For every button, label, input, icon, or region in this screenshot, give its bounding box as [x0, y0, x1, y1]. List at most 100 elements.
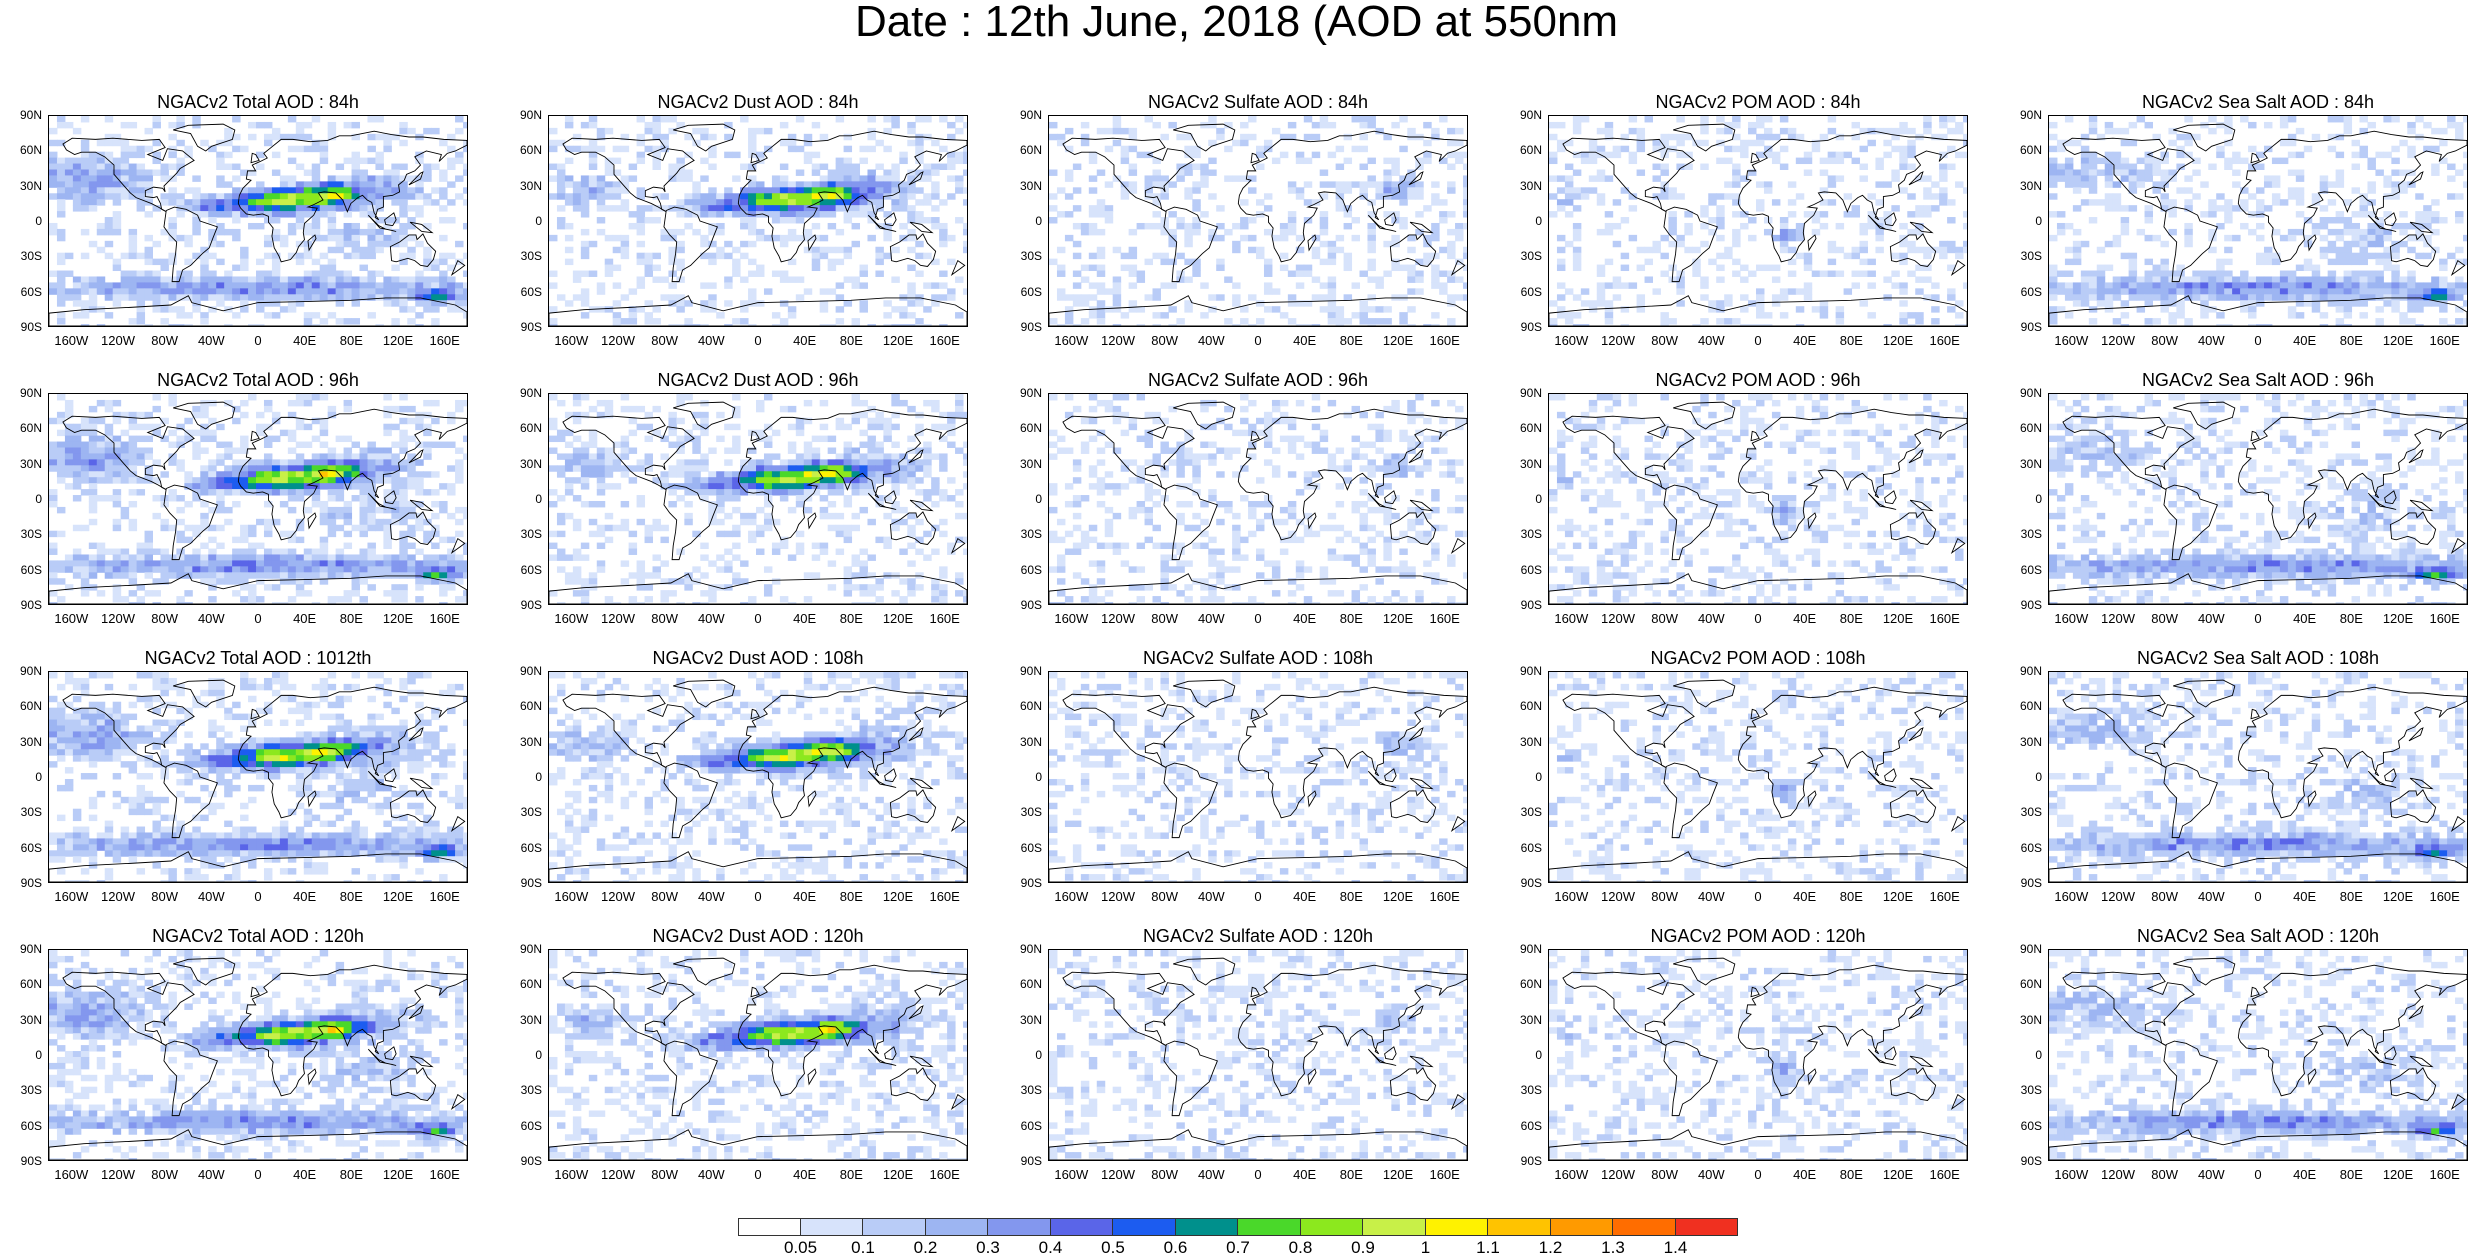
longitude-label: 40W [197, 333, 225, 348]
aod-cell [955, 411, 964, 419]
aod-cell [343, 566, 353, 573]
aod-cell [963, 228, 967, 236]
aod-cell [335, 234, 345, 242]
aod-cell [1891, 270, 1900, 277]
aod-cell [224, 205, 233, 212]
aod-cell [1184, 276, 1193, 283]
aod-cell [2303, 294, 2313, 301]
aod-cell [351, 465, 361, 472]
aod-cell [2319, 205, 2329, 212]
aod-cell [319, 157, 329, 165]
aod-cell [2279, 116, 2289, 123]
aod-cell [1423, 121, 1432, 129]
aod-cell [1572, 127, 1582, 135]
aod-cell [1923, 294, 1932, 301]
aod-cell [216, 441, 225, 448]
aod-cell [2160, 282, 2169, 289]
aod-cell [2439, 300, 2448, 307]
aod-cell [144, 127, 154, 135]
coastline-greenland [173, 123, 236, 152]
aod-cell [415, 417, 424, 425]
aod-cell [875, 411, 884, 419]
aod-cell [620, 240, 630, 248]
aod-cell [232, 228, 241, 236]
aod-cell [1899, 222, 1908, 230]
aod-cell [668, 228, 677, 236]
aod-cell [447, 157, 456, 165]
aod-cell [120, 554, 130, 561]
aod-cell [1407, 264, 1416, 272]
aod-cell [2096, 133, 2106, 141]
aod-cell [240, 399, 249, 407]
aod-cell [2407, 276, 2416, 283]
aod-cell [1700, 282, 1709, 289]
aod-cell [756, 151, 765, 159]
aod-cell [1200, 181, 1209, 188]
aod-cell [375, 518, 384, 526]
aod-cell [2248, 288, 2257, 295]
aod-cell [359, 530, 368, 538]
aod-cell [2391, 276, 2400, 283]
aod-cell [2367, 211, 2376, 218]
aod-cell [319, 181, 329, 188]
aod-cell [636, 116, 646, 123]
aod-cell [335, 187, 345, 194]
aod-cell [2463, 116, 2467, 123]
aod-cell [2447, 163, 2456, 170]
aod-cell [1748, 270, 1757, 277]
aod-cell [644, 264, 654, 272]
aod-cell [1628, 127, 1638, 135]
aod-cell [455, 596, 464, 603]
aod-cell [708, 222, 717, 230]
aod-cell [407, 566, 416, 573]
aod-cell [1120, 312, 1130, 319]
aod-cell [2104, 306, 2114, 313]
aod-cell [907, 139, 916, 147]
aod-cell [1295, 300, 1305, 307]
aod-cell [1447, 228, 1456, 236]
aod-cell [1463, 222, 1467, 230]
aod-cell [192, 405, 201, 413]
aod-cell [240, 578, 249, 585]
aod-cell [2216, 264, 2225, 272]
aod-cell [963, 199, 967, 206]
aod-cell [256, 471, 265, 478]
aod-cell [612, 205, 622, 212]
aod-cell [676, 175, 685, 182]
aod-cell [1263, 282, 1273, 289]
aod-cell [311, 566, 321, 573]
aod-cell [200, 205, 209, 212]
aod-cell [256, 518, 265, 526]
aod-cell [1572, 228, 1582, 236]
aod-cell [963, 411, 967, 419]
aod-cell [2049, 312, 2058, 319]
coastline-borneo [384, 212, 397, 227]
aod-cell [827, 288, 837, 295]
aod-cell [843, 205, 853, 212]
aod-cell [1160, 175, 1169, 182]
aod-cell [200, 542, 209, 550]
aod-cell [2271, 157, 2281, 165]
aod-cell [1216, 294, 1225, 301]
aod-cell [1463, 187, 1467, 194]
aod-cell [192, 116, 201, 123]
aod-cell [891, 169, 900, 176]
aod-cell [1955, 127, 1964, 135]
aod-cell [2319, 234, 2329, 242]
aod-cell [564, 411, 574, 419]
aod-cell [439, 252, 448, 260]
aod-cell [891, 324, 900, 326]
aod-cell [1748, 300, 1757, 307]
aod-cell [327, 465, 337, 472]
aod-cell [963, 121, 967, 129]
aod-cell [2072, 181, 2082, 188]
aod-cell [375, 560, 384, 567]
aod-cell [367, 211, 376, 218]
aod-cell [303, 399, 313, 407]
aod-cell [811, 151, 821, 159]
aod-cell [279, 471, 289, 478]
aod-cell [549, 318, 558, 325]
aod-cell [271, 312, 281, 319]
aod-cell [2303, 258, 2313, 266]
aod-cell [224, 554, 233, 561]
